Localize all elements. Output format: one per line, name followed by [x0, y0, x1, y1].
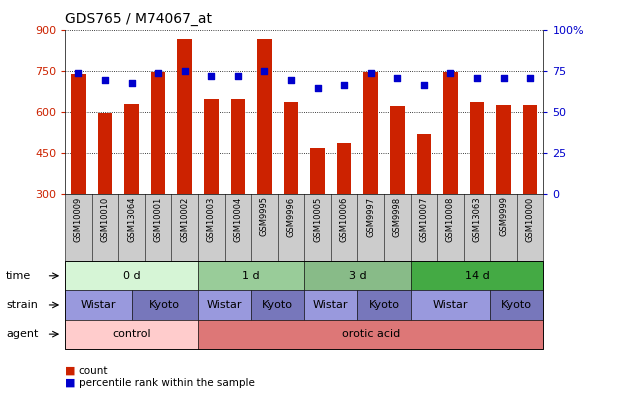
Point	[472, 75, 482, 81]
Bar	[151, 72, 165, 194]
Text: GSM10006: GSM10006	[340, 196, 348, 242]
Text: GSM10002: GSM10002	[180, 196, 189, 242]
Text: GSM10009: GSM10009	[74, 196, 83, 242]
Text: GSM10003: GSM10003	[207, 196, 216, 242]
Bar	[284, 102, 298, 194]
Text: control: control	[112, 329, 151, 339]
Text: 0 d: 0 d	[123, 271, 140, 281]
Point	[73, 70, 83, 76]
Point	[100, 76, 110, 83]
Text: GSM9998: GSM9998	[392, 196, 402, 237]
Bar	[71, 74, 86, 194]
Point	[153, 70, 163, 76]
Text: GSM9997: GSM9997	[366, 196, 375, 237]
Bar	[337, 143, 351, 194]
Point	[260, 68, 270, 75]
Point	[499, 75, 509, 81]
Point	[286, 76, 296, 83]
Bar	[443, 72, 458, 194]
Point	[180, 68, 190, 75]
Text: Wistar: Wistar	[433, 300, 468, 310]
Point	[445, 70, 455, 76]
Point	[312, 85, 322, 91]
Text: GSM13064: GSM13064	[127, 196, 136, 242]
Point	[525, 75, 535, 81]
Text: Wistar: Wistar	[81, 300, 116, 310]
Bar	[124, 104, 139, 194]
Point	[392, 75, 402, 81]
Bar	[390, 106, 404, 194]
Text: time: time	[6, 271, 32, 281]
Text: 14 d: 14 d	[465, 271, 489, 281]
Point	[233, 73, 243, 79]
Text: GSM10004: GSM10004	[233, 196, 242, 242]
Text: GSM10010: GSM10010	[101, 196, 109, 242]
Bar	[178, 39, 192, 194]
Text: count: count	[79, 366, 109, 376]
Text: 1 d: 1 d	[242, 271, 260, 281]
Bar	[417, 134, 431, 194]
Text: Kyoto: Kyoto	[262, 300, 293, 310]
Point	[419, 81, 428, 88]
Text: Kyoto: Kyoto	[149, 300, 180, 310]
Text: Kyoto: Kyoto	[501, 300, 532, 310]
Text: GSM10007: GSM10007	[419, 196, 428, 242]
Text: GSM10000: GSM10000	[525, 196, 535, 242]
Text: Wistar: Wistar	[313, 300, 348, 310]
Bar	[257, 39, 272, 194]
Text: GDS765 / M74067_at: GDS765 / M74067_at	[65, 12, 212, 26]
Point	[127, 80, 137, 86]
Point	[339, 81, 349, 88]
Bar	[204, 99, 219, 194]
Text: ■: ■	[65, 366, 76, 376]
Text: GSM9995: GSM9995	[260, 196, 269, 237]
Text: GSM13063: GSM13063	[473, 196, 481, 242]
Text: 3 d: 3 d	[348, 271, 366, 281]
Bar	[230, 99, 245, 194]
Bar	[97, 113, 112, 194]
Text: GSM10008: GSM10008	[446, 196, 455, 242]
Bar	[310, 149, 325, 194]
Text: agent: agent	[6, 329, 39, 339]
Text: Kyoto: Kyoto	[368, 300, 399, 310]
Text: percentile rank within the sample: percentile rank within the sample	[79, 378, 255, 388]
Bar	[363, 72, 378, 194]
Text: GSM9996: GSM9996	[286, 196, 296, 237]
Text: GSM9999: GSM9999	[499, 196, 508, 237]
Text: strain: strain	[6, 300, 38, 310]
Bar	[469, 102, 484, 194]
Bar	[496, 105, 511, 194]
Text: GSM10001: GSM10001	[153, 196, 163, 242]
Bar	[523, 105, 537, 194]
Point	[366, 70, 376, 76]
Text: orotic acid: orotic acid	[342, 329, 400, 339]
Text: ■: ■	[65, 378, 76, 388]
Point	[206, 73, 216, 79]
Text: Wistar: Wistar	[207, 300, 242, 310]
Text: GSM10005: GSM10005	[313, 196, 322, 242]
